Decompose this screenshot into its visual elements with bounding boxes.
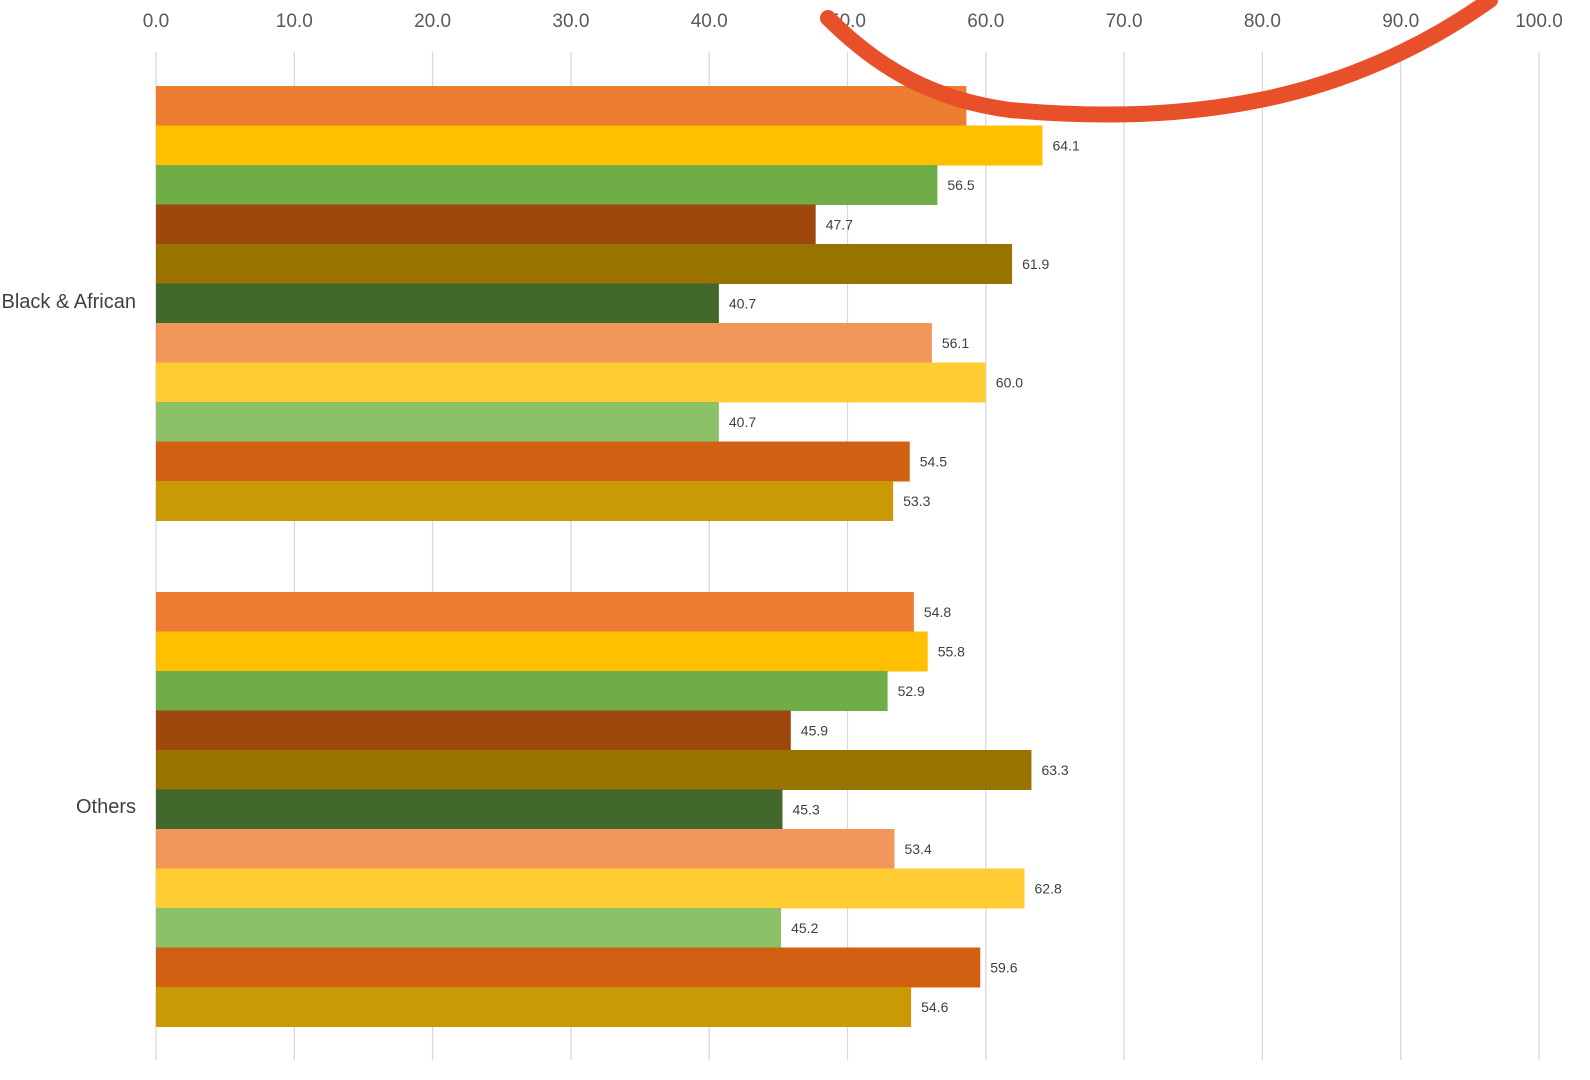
x-tick-label: 90.0 xyxy=(1382,11,1419,32)
bar xyxy=(156,481,894,521)
data-label: 53.3 xyxy=(903,493,930,509)
bar xyxy=(156,868,1025,909)
x-axis-tick-labels: 0.0 10.0 20.0 30.0 40.0 50.0 60.0 70.0 80.0 90.0 1… xyxy=(143,11,1563,32)
bar xyxy=(156,671,888,711)
data-label: 45.9 xyxy=(801,722,828,738)
category-label: Black & African xyxy=(1,291,136,313)
bar xyxy=(156,789,783,830)
data-label: 59.6 xyxy=(990,959,1017,975)
bar xyxy=(156,947,981,988)
bar xyxy=(156,86,967,126)
x-tick-label: 30.0 xyxy=(552,11,589,32)
data-label: 62.8 xyxy=(1035,880,1062,896)
data-label: 61.9 xyxy=(1022,256,1049,272)
bar xyxy=(156,441,910,482)
x-tick-label: 10.0 xyxy=(276,11,313,32)
bar xyxy=(156,987,912,1027)
bar xyxy=(156,323,932,363)
data-label: 40.7 xyxy=(729,414,756,430)
bars xyxy=(156,86,1043,1027)
data-label: 54.8 xyxy=(924,604,951,620)
x-tick-label: 70.0 xyxy=(1106,11,1143,32)
data-label: 64.1 xyxy=(1053,137,1080,153)
bar xyxy=(156,125,1043,166)
bar xyxy=(156,402,719,442)
data-label: 53.4 xyxy=(905,841,932,857)
data-label: 52.9 xyxy=(898,683,925,699)
category-label: Others xyxy=(76,796,136,818)
x-tick-label: 40.0 xyxy=(691,11,728,32)
bar xyxy=(156,244,1013,284)
data-label: 63.3 xyxy=(1041,762,1068,778)
bar xyxy=(156,710,791,751)
data-label: 56.1 xyxy=(942,335,969,351)
bar xyxy=(156,283,719,324)
x-tick-label: 100.0 xyxy=(1515,11,1563,32)
bar xyxy=(156,750,1032,790)
data-label: 54.6 xyxy=(921,999,948,1015)
red-brush-stroke-detail xyxy=(827,11,1003,107)
x-tick-label: 20.0 xyxy=(414,11,451,32)
data-label: 45.3 xyxy=(792,801,819,817)
data-label: 60.0 xyxy=(996,374,1023,390)
data-label: 40.7 xyxy=(729,295,756,311)
category-labels: Black & African Others xyxy=(1,291,136,818)
bar xyxy=(156,829,895,869)
data-label: 54.5 xyxy=(920,453,947,469)
data-label: 47.7 xyxy=(826,216,853,232)
bar xyxy=(156,592,914,632)
data-label: 56.5 xyxy=(947,177,974,193)
x-tick-label: 60.0 xyxy=(967,11,1004,32)
x-tick-label: 80.0 xyxy=(1244,11,1281,32)
bar xyxy=(156,362,986,403)
bar xyxy=(156,631,928,672)
data-label: 55.8 xyxy=(938,643,965,659)
bar xyxy=(156,204,816,245)
bar xyxy=(156,908,782,948)
red-brush-stroke-annotation xyxy=(820,0,1498,123)
x-tick-label: 0.0 xyxy=(143,11,169,32)
data-label: 45.2 xyxy=(791,920,818,936)
bar xyxy=(156,165,938,205)
